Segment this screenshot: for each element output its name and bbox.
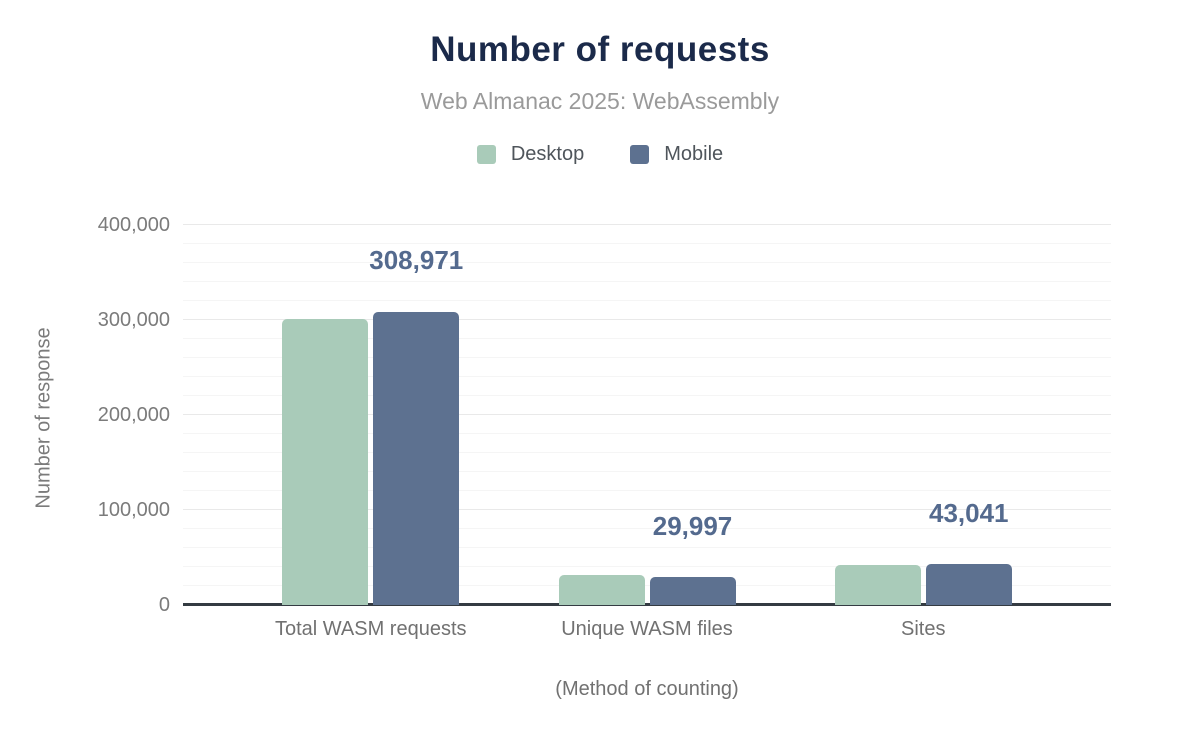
y-tick-label: 100,000: [97, 499, 170, 521]
minor-gridline: [183, 300, 1111, 301]
minor-gridline: [183, 566, 1111, 567]
minor-gridline: [183, 357, 1111, 358]
minor-gridline: [183, 585, 1111, 586]
x-axis-line: [183, 603, 1111, 606]
major-gridline: [183, 414, 1111, 415]
y-tick-label: 0: [158, 594, 170, 616]
chart-subtitle: Web Almanac 2025: WebAssembly: [420, 88, 780, 114]
minor-gridline: [183, 528, 1111, 529]
minor-gridline: [183, 281, 1111, 282]
major-gridline: [183, 319, 1111, 320]
minor-gridline: [183, 471, 1111, 472]
legend-label: Desktop: [510, 143, 585, 165]
mobile-bar: [373, 311, 460, 605]
minor-gridline: [183, 338, 1111, 339]
minor-gridline: [183, 452, 1111, 453]
legend-label: Mobile: [664, 143, 724, 165]
minor-gridline: [183, 376, 1111, 377]
legend: Desktop Mobile: [0, 143, 1200, 166]
category-label: Total WASM requests: [274, 618, 467, 640]
bar-group: 29,997 Unique WASM files: [558, 225, 736, 640]
mobile-bar: [649, 576, 736, 605]
category-label: Unique WASM files: [561, 618, 733, 640]
x-axis-title: (Method of counting): [555, 678, 739, 700]
chart-title: Number of requests: [430, 30, 770, 69]
legend-item-mobile: Mobile: [630, 143, 723, 166]
bar-group: 43,041 Sites: [834, 225, 1012, 640]
desktop-bar: [834, 565, 921, 605]
mobile-bar: [925, 564, 1012, 605]
minor-gridline: [183, 395, 1111, 396]
y-tick-label: 200,000: [97, 404, 170, 426]
category-label: Sites: [901, 618, 946, 640]
y-tick-label: 400,000: [97, 214, 170, 236]
value-label: 29,997: [652, 510, 733, 541]
value-label: 43,041: [928, 498, 1009, 529]
major-gridline: [183, 224, 1111, 225]
legend-item-desktop: Desktop: [476, 143, 585, 166]
legend-swatch-desktop: [476, 145, 496, 164]
minor-gridline: [183, 547, 1111, 548]
minor-gridline: [183, 433, 1111, 434]
bar-groups: 308,971 Total WASM requests 29,997 Unique W…: [183, 225, 1111, 640]
desktop-bar: [558, 575, 645, 605]
bar-group: 308,971 Total WASM requests: [275, 225, 467, 640]
y-tick-label: 300,000: [97, 309, 170, 331]
plot-area: 308,971 Total WASM requests 29,997 Unique W…: [183, 224, 1111, 640]
minor-gridline: [183, 243, 1111, 244]
legend-swatch-mobile: [630, 145, 650, 164]
desktop-bar: [282, 319, 369, 605]
value-label: 308,971: [369, 245, 464, 276]
minor-gridline: [183, 262, 1111, 263]
major-gridline: [183, 509, 1111, 510]
minor-gridline: [183, 490, 1111, 491]
